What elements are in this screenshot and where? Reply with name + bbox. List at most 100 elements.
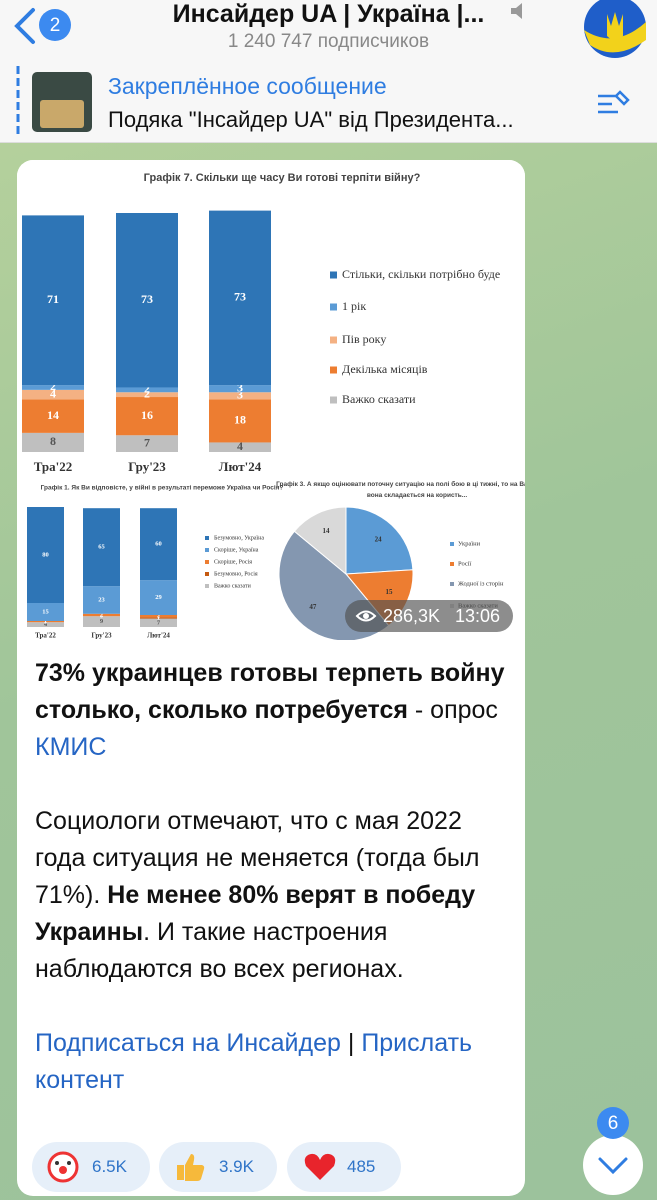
bar-segment (209, 385, 271, 393)
text-span: Социологи отмечают, что с мая 2022 года … (35, 807, 480, 909)
legend-label: Важко сказати (214, 583, 252, 589)
bar-segment (209, 210, 271, 386)
clown-emoji (47, 1151, 79, 1183)
bar-segment (116, 213, 178, 388)
bar-value: 1 (157, 614, 160, 621)
scroll-count: 6 (608, 1113, 619, 1134)
eye-icon (355, 610, 377, 622)
avatar-trident (607, 12, 623, 40)
eye-pupil (363, 613, 369, 619)
bar-segment (27, 507, 64, 603)
message-image[interactable]: Графік 7. Скільки ще часу Ви готові терп… (17, 160, 525, 640)
pie-value: 15 (386, 588, 394, 596)
pie-slice (345, 506, 414, 575)
category-label: Лют'24 (219, 459, 262, 474)
bar-segment (22, 389, 84, 400)
legend-swatch (330, 366, 337, 374)
heart-emoji (304, 1153, 336, 1180)
legend-label: України (458, 540, 481, 547)
text-span: | (340, 1029, 362, 1057)
bar-value: 2 (50, 379, 56, 393)
bar-value: 80 (42, 551, 49, 558)
message-bubble: Графік 7. Скільки ще часу Ви готові терп… (17, 160, 525, 1196)
bar-segment (22, 399, 84, 433)
bar-value: 15 (42, 608, 49, 615)
back-badge (39, 9, 71, 41)
back-count: 2 (50, 15, 61, 36)
bar-segment (83, 508, 120, 587)
category-label: Тра'22 (35, 632, 56, 640)
bar-segment (140, 615, 177, 618)
subscriber-count: 1 240 747 подписчиков (227, 31, 430, 52)
legend-label: 1 рік (342, 299, 366, 313)
pie-value: 24 (375, 535, 383, 543)
pinned-label[interactable]: Закреплённое сообщение (108, 73, 387, 99)
top-bar: 2 Инсайдер UA | Україна |... 1 240 747 п… (0, 0, 657, 143)
bar-segment (209, 392, 271, 400)
bar-value: 7 (144, 435, 150, 449)
reaction-count: 3.9K (219, 1157, 254, 1176)
bar-value: 8 (50, 434, 56, 448)
pin-icon[interactable] (598, 90, 630, 114)
reaction[interactable]: 6.5K (32, 1142, 150, 1192)
reaction-count: 485 (347, 1157, 376, 1176)
legend-label: Декілька місяців (342, 362, 428, 376)
thumbs-up-emoji (177, 1154, 205, 1181)
reaction[interactable]: 3.9K (159, 1142, 277, 1192)
channel-title[interactable]: Инсайдер UA | Україна |... (172, 0, 485, 28)
bar-value: 2 (157, 613, 160, 620)
views-pill (345, 600, 513, 632)
category-label: Гру'23 (91, 632, 112, 640)
chart-title: Графік 1. Як Ви відповісте, у війні в ре… (41, 484, 284, 492)
bar-segment (22, 432, 84, 452)
bar-value: 14 (47, 408, 59, 422)
back-arrow[interactable] (14, 8, 35, 44)
chart-title: Графік 3. А якщо оцінювати поточну ситуа… (276, 480, 525, 499)
bar-segment (209, 399, 271, 443)
category-label: Лют'24 (147, 632, 170, 640)
bar-value: 16 (141, 408, 153, 422)
category-label: Гру'23 (128, 459, 166, 474)
bar-value: 2 (144, 382, 150, 396)
legend-label: Пів року (342, 332, 386, 346)
bar-segment (22, 385, 84, 390)
bar-value: 9 (100, 618, 104, 625)
bar-value: 4 (50, 386, 56, 400)
link[interactable]: Прислать контент (35, 1029, 473, 1094)
bar-segment (27, 622, 64, 627)
pie-value: 14 (323, 527, 331, 535)
link[interactable]: Подписаться на Инсайдер (35, 1029, 341, 1057)
legend-swatch (330, 303, 337, 311)
bar-segment (140, 508, 177, 581)
reaction[interactable]: 485 (287, 1142, 401, 1192)
text-span: 73% украинцев готовы терпеть войну столь… (35, 659, 505, 724)
bar-value: 3 (237, 380, 243, 394)
scroll-badge (597, 1107, 629, 1139)
bar-segment (140, 580, 177, 615)
legend-label: Росії (458, 560, 472, 567)
legend-label: Жодної із сторін (458, 580, 504, 587)
text-span: Не менее 80% верят в победу Украины (35, 881, 476, 946)
text-span: . И такие настроения наблюдаются во всех… (35, 918, 404, 983)
paragraph: Подписаться на Инсайдер | Прислать конте… (35, 1025, 505, 1099)
bar-value: 73 (234, 290, 246, 304)
legend-swatch (450, 562, 454, 566)
pie-value: 47 (309, 603, 317, 611)
legend-swatch (330, 271, 337, 279)
bar-value: 65 (98, 544, 105, 551)
paragraph: 73% украинцев готовы терпеть войну столь… (35, 655, 505, 766)
bar-value: 29 (155, 594, 162, 601)
scroll-button[interactable] (583, 1135, 643, 1195)
scroll-down[interactable]: 6 (580, 1105, 650, 1200)
bar-value: 73 (141, 292, 153, 306)
bar-value: 2 (100, 611, 103, 618)
time: 13:06 (455, 606, 500, 626)
bar-segment (83, 586, 120, 614)
bar-value: 60 (155, 541, 162, 548)
link[interactable]: КМИС (35, 733, 107, 761)
mute-icon (511, 3, 522, 19)
category-label: Тра'22 (34, 459, 73, 474)
pinned-text[interactable]: Подяка "Інсайдер UA" від Президента... (108, 107, 514, 132)
bar-segment (83, 616, 120, 627)
